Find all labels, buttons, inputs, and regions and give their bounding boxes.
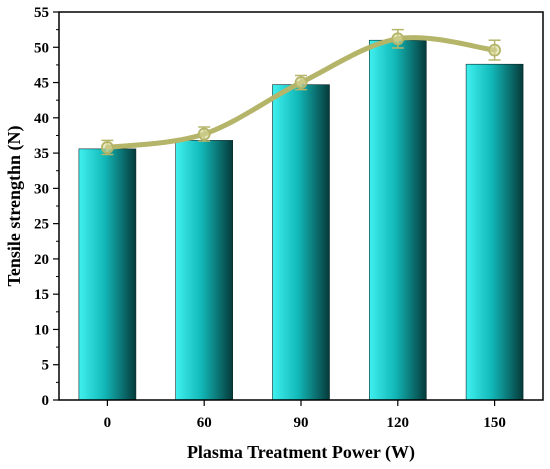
- line-point-0: [101, 141, 114, 154]
- bars: [78, 39, 524, 401]
- y-tick-label: 45: [34, 76, 49, 92]
- bar-90: [272, 84, 330, 401]
- x-tick-label-150: 150: [483, 415, 506, 431]
- bar-0: [78, 148, 137, 401]
- bar-120: [368, 39, 427, 401]
- y-tick-label: 20: [34, 252, 49, 268]
- y-tick-label: 30: [34, 181, 49, 197]
- x-tick-label-90: 90: [294, 415, 309, 431]
- y-axis-title: Tensile strengthn (N): [4, 125, 25, 286]
- x-axis-title: Plasma Treatment Power (W): [187, 442, 415, 463]
- y-tick-label: 35: [34, 146, 49, 162]
- trend-line-layer: [101, 28, 502, 156]
- line-point-120: [391, 32, 405, 46]
- y-tick-label: 15: [34, 287, 49, 303]
- bar-150: [465, 63, 524, 401]
- y-tick-label: 50: [34, 40, 49, 56]
- line-point-150: [488, 43, 502, 57]
- y-tick-label: 55: [34, 5, 49, 21]
- x-axis-ticks: 0 60 90 120 150: [104, 400, 506, 431]
- line-point-90: [294, 76, 308, 89]
- y-tick-label: 0: [42, 393, 50, 409]
- x-tick-label-60: 60: [197, 415, 212, 431]
- x-tick-label-0: 0: [104, 415, 112, 431]
- y-tick-label: 5: [42, 358, 50, 374]
- x-tick-label-120: 120: [387, 415, 410, 431]
- bar-60: [175, 140, 233, 401]
- line-point-60: [197, 127, 211, 141]
- y-tick-label: 10: [34, 322, 49, 338]
- y-tick-label: 25: [34, 217, 49, 233]
- y-tick-label: 40: [34, 111, 49, 127]
- y-axis-ticks: 0 5 10 15 20 25 30 35 40 45 50 55: [34, 5, 59, 409]
